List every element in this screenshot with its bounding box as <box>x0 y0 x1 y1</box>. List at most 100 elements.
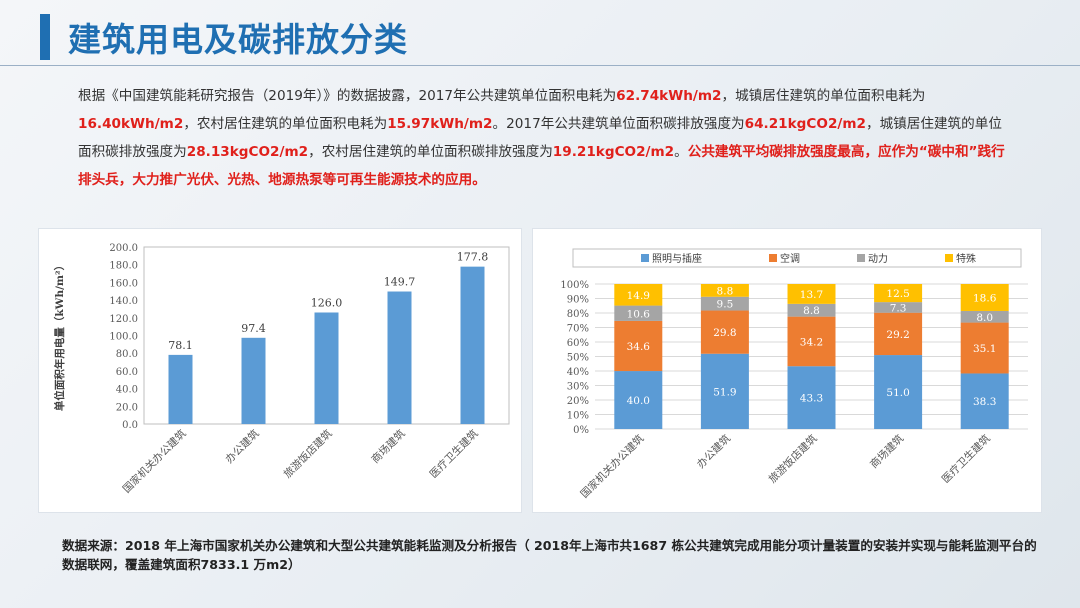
stacked-segment <box>874 355 923 429</box>
segment-value-label: 29.8 <box>713 327 736 339</box>
y-tick-label: 60.0 <box>116 367 138 378</box>
y-tick-label: 0.0 <box>122 420 138 431</box>
y-axis-title: 单位面积年用电量（kWh/m²） <box>53 260 66 411</box>
intro-text-2: ，城镇居住建筑的单位面积电耗为 <box>721 88 926 104</box>
stacked-segment <box>787 366 836 429</box>
x-category-label: 国家机关办公建筑 <box>578 432 647 501</box>
y-tick-label: 180.0 <box>109 261 138 272</box>
x-category-label: 旅游饭店建筑 <box>766 432 820 486</box>
stacked-segment <box>614 284 663 306</box>
stacked-segment <box>874 312 923 356</box>
legend-label: 动力 <box>868 252 888 265</box>
y-tick-label: 60% <box>567 338 589 349</box>
y-tick-label: 20.0 <box>116 402 138 413</box>
stacked-segment <box>700 310 749 354</box>
stacked-segment <box>960 284 1009 311</box>
y-tick-label: 80% <box>567 309 589 320</box>
x-category-label: 办公建筑 <box>223 427 262 466</box>
bar <box>460 266 485 424</box>
legend-label: 特殊 <box>956 252 976 265</box>
bar-value-label: 97.4 <box>241 322 266 335</box>
segment-value-label: 8.0 <box>976 312 993 324</box>
y-tick-label: 120.0 <box>109 314 138 325</box>
stacked-segment <box>700 284 749 297</box>
segment-value-label: 34.6 <box>627 341 651 353</box>
segment-value-label: 8.8 <box>717 285 734 297</box>
y-tick-label: 100.0 <box>109 332 138 343</box>
intro-text-7: 。 <box>674 144 688 160</box>
x-category-label: 商场建筑 <box>867 432 906 471</box>
electricity-intensity-chart: 0.0 20.0 40.0 60.0 80.0 100.0 120.0 140.0 160.0 1… <box>53 243 510 496</box>
bar-value-label: 149.7 <box>384 276 416 289</box>
y-tick-label: 40% <box>567 367 589 378</box>
intro-value-2: 16.40kWh/m2 <box>78 116 184 132</box>
y-tick-label: 200.0 <box>109 243 138 254</box>
y-tick-label: 20% <box>567 396 589 407</box>
legend-swatch <box>857 254 865 262</box>
intro-value-6: 19.21kgCO2/m2 <box>552 144 675 160</box>
intro-text-5: ，城镇居住建筑的单位面积碳排放强度为 <box>78 116 1002 160</box>
x-category-label: 医疗卫生建筑 <box>939 432 993 486</box>
intro-value-1: 62.74kWh/m2 <box>616 88 722 104</box>
segment-value-label: 35.1 <box>973 343 996 355</box>
bar <box>314 312 339 424</box>
x-category-label: 办公建筑 <box>694 432 733 471</box>
breakdown-chart-panel: 照明与插座 空调 动力 特殊 0% 10% 20% 30% 40% 50% 60% 70% 80% 90%… <box>532 228 1042 513</box>
legend-box <box>572 248 1022 268</box>
y-tick-label: 40.0 <box>116 385 138 396</box>
segment-value-label: 38.3 <box>973 396 996 408</box>
segment-value-label: 14.9 <box>627 290 650 302</box>
segment-value-label: 34.2 <box>800 336 823 348</box>
intro-text-6: ，农村居住建筑的单位面积碳排放强度为 <box>308 144 553 160</box>
segment-value-label: 8.8 <box>803 305 820 317</box>
y-tick-label: 10% <box>567 411 589 422</box>
intro-text-3: ，农村居住建筑的单位面积电耗为 <box>183 116 388 132</box>
stacked-segment <box>700 353 749 429</box>
intro-conclusion: 公共建筑平均碳排放强度最高，应作为“碳中和”践行排头兵，大力推广光伏、光热、地源… <box>78 144 1005 188</box>
stacked-segment <box>614 305 663 321</box>
bar-value-label: 78.1 <box>168 339 193 352</box>
bar <box>241 337 266 424</box>
page-title: 建筑用电及碳排放分类 <box>68 20 408 59</box>
legend-swatch <box>641 254 649 262</box>
segment-value-label: 29.2 <box>886 329 909 341</box>
stacked-segment <box>787 303 836 317</box>
stacked-segment <box>960 310 1009 323</box>
segment-value-label: 10.6 <box>627 308 651 320</box>
segment-value-label: 12.5 <box>886 288 909 300</box>
y-tick-label: 0% <box>573 425 589 436</box>
intro-value-4: 64.21kgCO2/m2 <box>744 116 866 132</box>
legend-label: 空调 <box>780 252 800 265</box>
y-tick-label: 80.0 <box>116 349 138 360</box>
x-category-label: 旅游饭店建筑 <box>281 427 335 481</box>
y-tick-label: 100% <box>560 280 589 291</box>
legend-label: 照明与插座 <box>652 252 702 265</box>
data-source-note: 数据来源：2018 年上海市国家机关办公建筑和大型公共建筑能耗监测及分析报告（ … <box>62 538 1037 572</box>
intro-text-1: 根据《中国建筑能耗研究报告（2019年）》的数据披露，2017年公共建筑单位面积… <box>78 88 617 104</box>
title-bar: 建筑用电及碳排放分类 <box>40 12 408 62</box>
stacked-segment <box>960 322 1009 374</box>
intro-text-4: 。2017年公共建筑单位面积碳排放强度为 <box>492 116 745 132</box>
segment-value-label: 18.6 <box>973 292 997 304</box>
stacked-segment <box>700 296 749 311</box>
electricity-chart-panel: 0.0 20.0 40.0 60.0 80.0 100.0 120.0 140.0 160.0 1… <box>38 228 522 513</box>
intro-value-3: 15.97kWh/m2 <box>387 116 493 132</box>
legend-swatch <box>945 254 953 262</box>
segment-value-label: 40.0 <box>627 395 650 407</box>
bar <box>168 354 193 424</box>
bar-value-label: 177.8 <box>457 251 489 264</box>
y-tick-label: 70% <box>567 324 589 335</box>
title-divider <box>0 65 1080 66</box>
y-tick-label: 30% <box>567 382 589 393</box>
stacked-segment <box>874 302 923 313</box>
x-category-label: 商场建筑 <box>369 427 408 466</box>
title-accent-bar <box>40 14 50 60</box>
stacked-segment <box>787 284 836 304</box>
segment-value-label: 51.9 <box>713 386 736 398</box>
y-tick-label: 140.0 <box>109 296 138 307</box>
stacked-segment <box>614 320 663 372</box>
stacked-segment <box>614 371 663 429</box>
segment-value-label: 7.3 <box>890 302 907 314</box>
segment-value-label: 13.7 <box>800 289 823 301</box>
stacked-segment <box>787 316 836 367</box>
